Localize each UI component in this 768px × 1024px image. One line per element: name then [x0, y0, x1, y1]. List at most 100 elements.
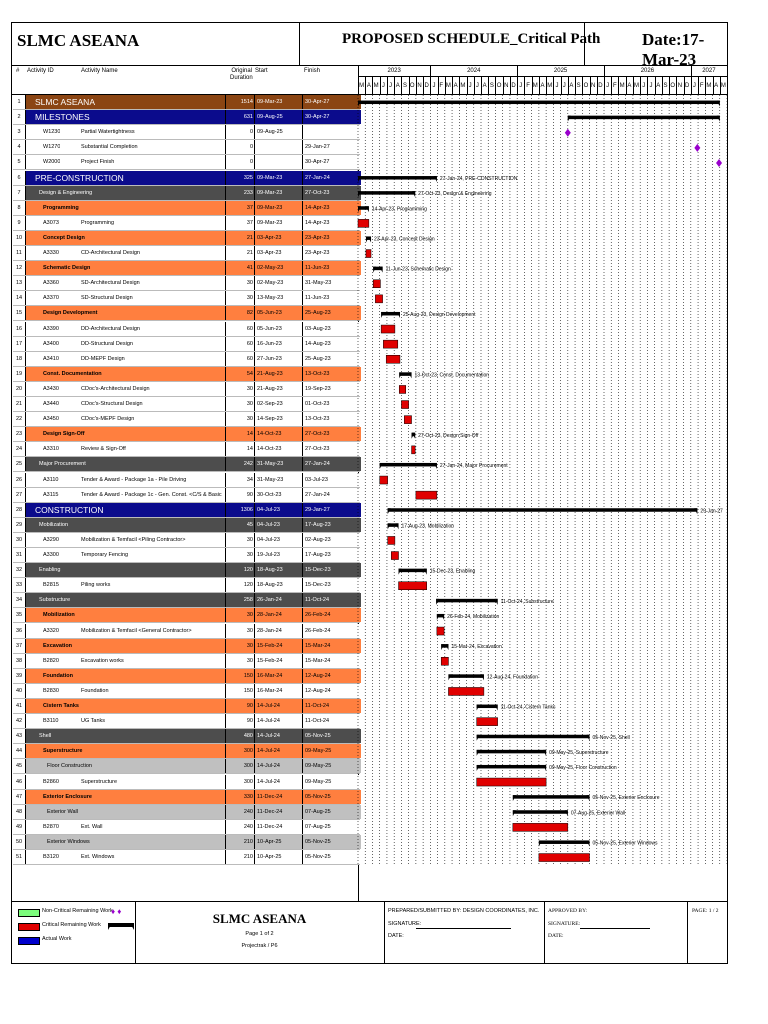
start-date: 02-May-23 [254, 276, 305, 291]
month-label: O [670, 83, 676, 89]
table-row: 15 Design Development 82 05-Jun-23 25-Aug-23 [13, 306, 361, 322]
start-date: 09-Aug-25 [254, 125, 305, 140]
original-duration: 21 [225, 230, 255, 245]
finish-date: 03-Jul-23 [302, 472, 361, 487]
activity-id: A3450 [43, 416, 59, 423]
summary-bar-end-cap [494, 598, 498, 605]
original-duration: 258 [225, 593, 255, 608]
activity-name: Exterior Wall [47, 808, 78, 815]
summary-bar-label: 11-Oct-24, Cistern Tanks [501, 705, 556, 711]
month-label: O [496, 83, 502, 89]
legend-noncritical: Non-Critical Remaining Work [42, 908, 113, 914]
row-number: 23 [13, 427, 26, 442]
summary-bar-end-cap [395, 523, 399, 530]
critical-task-bar [383, 339, 399, 349]
table-row: 20 A3430 CDoc's-Architectural Design 30 21-A… [13, 381, 361, 397]
table-row: 28 CONSTRUCTION 1306 04-Jul-23 29-Jan-27 [13, 502, 361, 518]
original-duration: 30 [225, 397, 255, 411]
critical-task-bar [448, 687, 485, 696]
summary-bar-start-cap [399, 372, 403, 379]
summary-bar-end-cap [445, 644, 449, 651]
row-number: 46 [13, 774, 26, 789]
summary-bar [387, 523, 399, 527]
activity-name: CDoc's-MEPF Design [81, 416, 135, 423]
original-duration: 30 [225, 548, 255, 562]
activity-name: Mobilization [39, 521, 69, 528]
activity-id: W1230 [43, 129, 61, 136]
month-label: J [642, 83, 646, 89]
start-date: 16-Mar-24 [254, 668, 305, 683]
original-duration: 60 [225, 336, 255, 351]
critical-task-bar [476, 777, 547, 787]
summary-bar-label: 05-Nov-25, Exterior Windows [593, 840, 659, 846]
summary-bar-label: 11-Jun-23, Schematic Design [386, 267, 451, 273]
activity-name: Mobilization & Temfacil <General Contrac… [81, 627, 192, 634]
table-row: 38 B2820 Excavation works 30 15-Feb-24 15-Mar… [13, 653, 361, 669]
summary-bar-start-cap [436, 598, 440, 605]
activity-id: A3290 [43, 536, 59, 543]
row-number: 40 [13, 683, 26, 698]
month-label: D [598, 83, 603, 89]
finish-date: 29-Jan-27 [302, 140, 361, 155]
month-label: A [627, 83, 632, 89]
summary-bar [476, 764, 547, 769]
row-number: 1 [13, 95, 26, 109]
row-number: 34 [13, 593, 26, 608]
gantt-chart: 27-Jan-24, PRE-CONSTRUCTION 27-Oct-23, De… [357, 95, 727, 866]
summary-bar-start-cap [441, 644, 445, 651]
activity-name: DD-Structural Design [81, 340, 133, 347]
summary-bar [373, 266, 383, 271]
footer-prepared: PREPARED/SUBMITTED BY: DESIGN COORDINATE… [388, 908, 540, 914]
month-label: A [395, 83, 400, 89]
finish-date: 09-May-25 [302, 744, 361, 759]
critical-task-bar [538, 853, 590, 862]
start-date: 14-Jul-24 [254, 774, 305, 789]
col-header-num: # [16, 68, 20, 74]
finish-date: 12-Aug-24 [302, 683, 361, 698]
footer-approved-signature: SIGNATURE: [548, 921, 581, 927]
summary-bar [379, 462, 437, 467]
summary-bar-start-cap [387, 523, 391, 530]
activity-name: Floor Construction [47, 763, 92, 770]
original-duration: 150 [225, 668, 255, 683]
original-duration: 90 [225, 699, 255, 713]
legend-milestone-icon: ♦ ♦ [111, 907, 122, 916]
finish-date: 15-Dec-23 [302, 578, 361, 593]
original-duration: 120 [225, 578, 255, 593]
month-label: M [532, 83, 538, 89]
summary-bar-end-cap [412, 432, 416, 439]
start-date: 18-Aug-23 [254, 578, 305, 593]
critical-task-bar [398, 581, 427, 590]
summary-bar [476, 704, 498, 709]
month-label: J [468, 83, 472, 89]
activity-id: A3300 [43, 552, 59, 558]
finish-date: 27-Jan-24 [302, 487, 361, 502]
finish-date: 25-Aug-23 [302, 306, 361, 321]
critical-task-bar [387, 536, 396, 545]
row-number: 5 [13, 155, 26, 170]
row-number: 51 [13, 850, 26, 864]
table-row: 5 W2000 Project Finish 0 30-Apr-27 [13, 155, 361, 171]
original-duration: 30 [225, 276, 255, 291]
activity-name: CDoc's-Structural Design [81, 401, 143, 407]
month-label: A [482, 83, 487, 89]
start-date: 10-Apr-25 [254, 834, 305, 849]
activity-name: Foundation [43, 672, 73, 679]
finish-date: 07-Aug-25 [302, 819, 361, 834]
row-number: 13 [13, 276, 26, 291]
activity-id: A3360 [43, 280, 59, 287]
activity-name: Piling works [81, 582, 111, 589]
original-duration: 90 [225, 487, 255, 502]
table-row: 24 A3310 Review & Sign-Off 14 14-Oct-23 27-Oc… [13, 442, 361, 458]
activity-name: Ext. Wall [81, 823, 103, 830]
start-date: 15-Feb-24 [254, 638, 305, 653]
summary-bar-end-cap [396, 311, 400, 318]
summary-bar-label: 07-Aug-25, Exterior Wall [571, 810, 625, 816]
activity-name: Cistern Tanks [43, 703, 79, 709]
summary-bar [512, 810, 568, 814]
month-label: N [504, 83, 509, 89]
summary-bar [381, 311, 400, 316]
summary-bar-start-cap [365, 236, 369, 243]
activity-name: SD-Structural Design [81, 295, 133, 302]
original-duration: 240 [225, 819, 255, 834]
